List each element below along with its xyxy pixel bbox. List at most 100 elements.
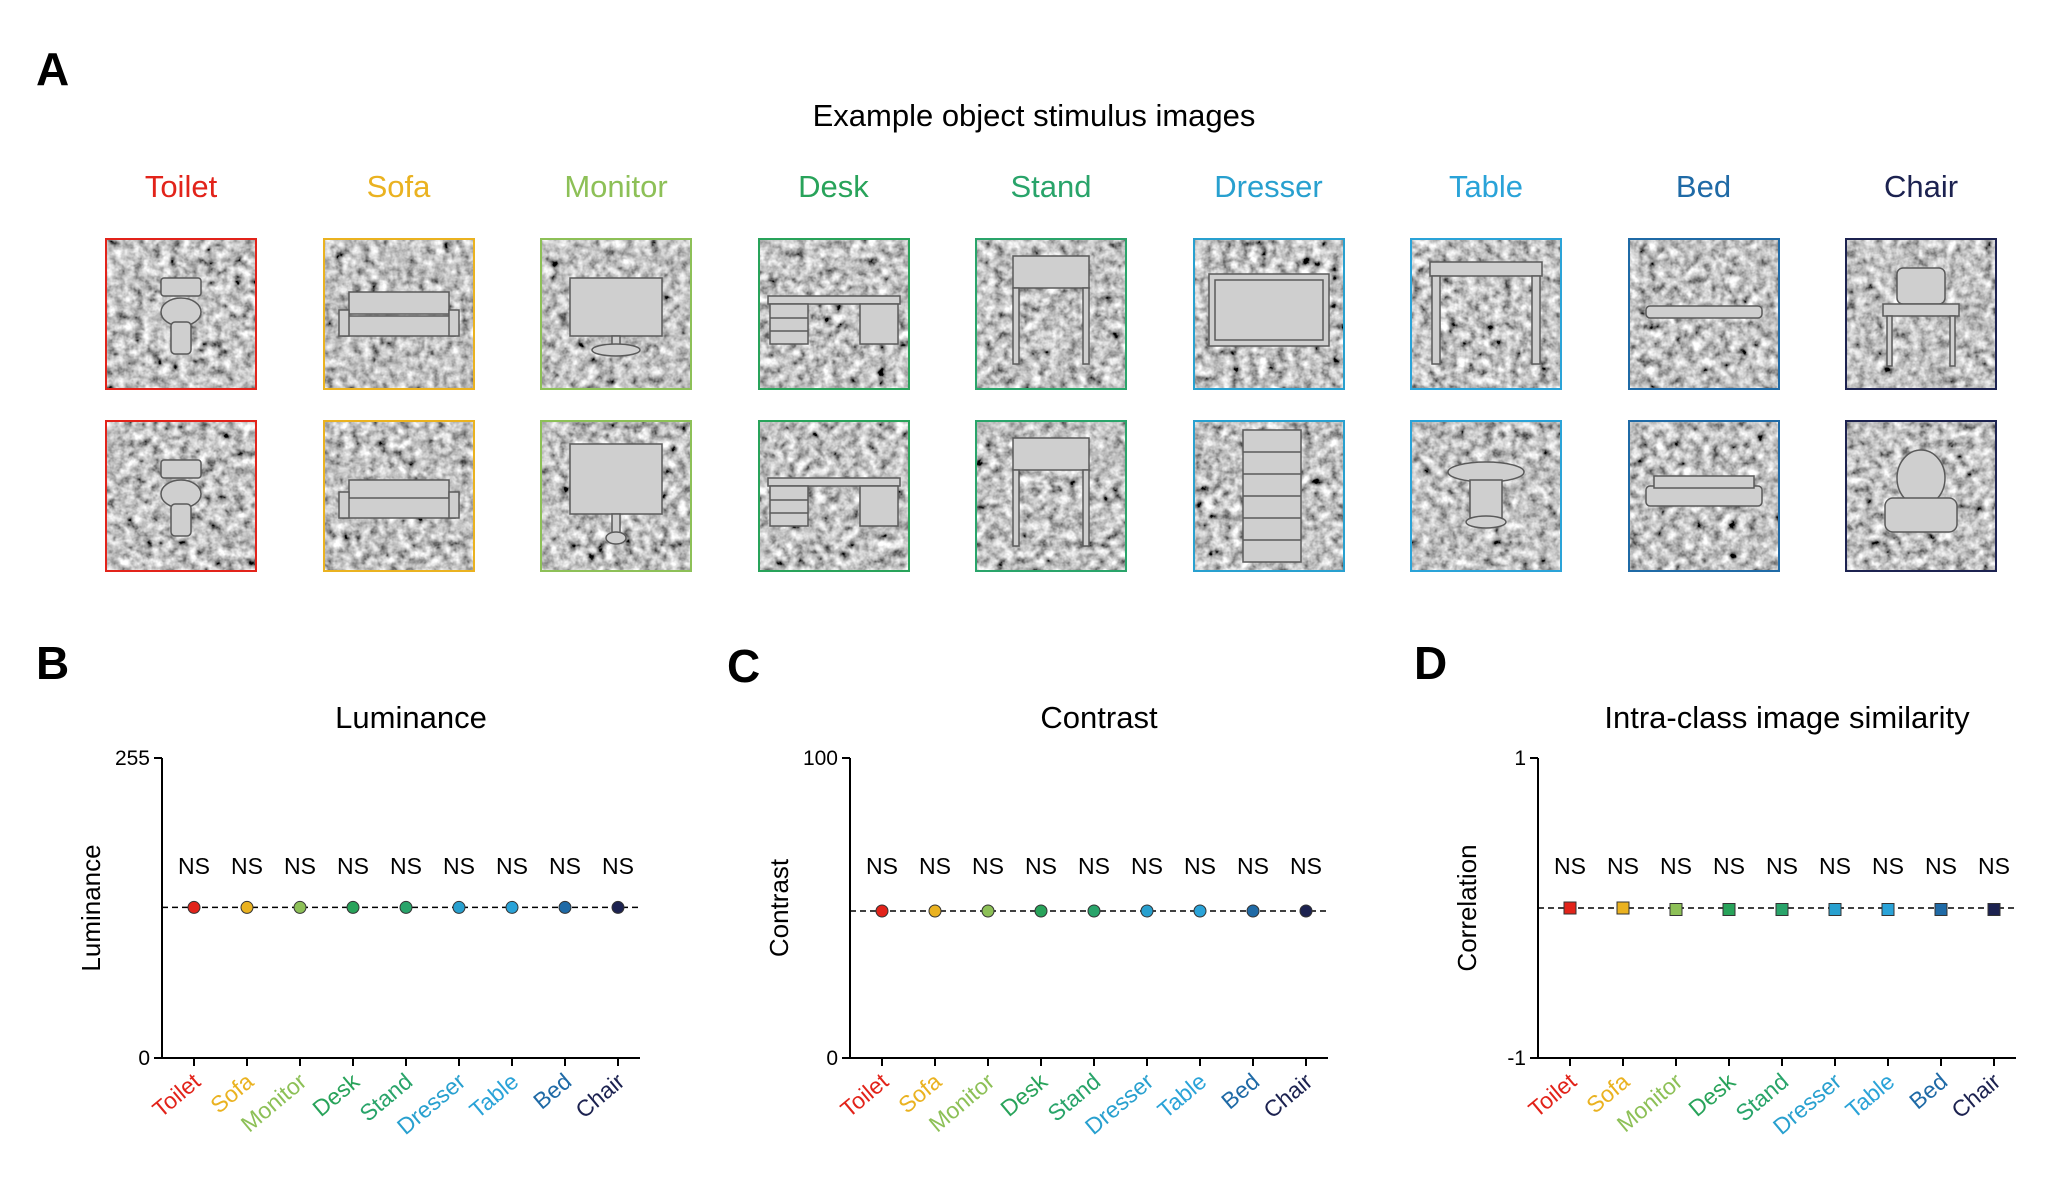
stimulus-column: Bed: [1618, 169, 1828, 590]
significance-label: NS: [919, 853, 951, 879]
stimulus-thumbnail: [1845, 238, 1997, 390]
stimulus-column: Sofa: [313, 169, 523, 590]
data-point: [1034, 904, 1048, 918]
stimulus-column: Table: [1400, 169, 1610, 590]
significance-label: NS: [337, 853, 369, 879]
significance-label: NS: [549, 853, 581, 879]
stimulus-thumbnail: [1410, 238, 1562, 390]
stimulus-thumbnail: [105, 420, 257, 572]
x-category-label: Toilet: [147, 1068, 205, 1123]
significance-label: NS: [1237, 853, 1269, 879]
y-tick-label: 1: [1514, 747, 1526, 770]
x-category-label: Toilet: [1523, 1068, 1581, 1123]
data-point: [452, 900, 466, 914]
stimulus-thumbnail: [757, 238, 910, 390]
data-point: [346, 900, 360, 914]
data-point: [240, 900, 254, 914]
stimulus-thumbnail: [322, 420, 475, 572]
data-point: [1987, 903, 2001, 916]
significance-label: NS: [443, 853, 475, 879]
table-icon: [1412, 240, 1560, 388]
y-tick-label: -1: [1507, 1047, 1526, 1070]
data-point: [187, 900, 201, 914]
bed-icon: [1629, 422, 1778, 570]
significance-label: NS: [1290, 853, 1322, 879]
stimulus-grid: Toilet Sofa Monitor Desk Stand Dresser Table Be…: [95, 169, 2035, 590]
significance-label: NS: [866, 853, 898, 879]
y-tick-label: 0: [138, 1047, 150, 1070]
x-category-label: Table: [464, 1068, 523, 1123]
toilet-icon: [107, 422, 255, 570]
y-tick-label: 100: [803, 747, 838, 770]
contrast-chart: Contrast Contrast 0 100 NS Toilet NS Sofa NS Moni…: [758, 690, 1358, 1190]
nightstand-icon: [977, 240, 1125, 388]
dresser-icon: [1194, 422, 1343, 570]
chart-title: Luminance: [335, 700, 487, 735]
significance-label: NS: [1025, 853, 1057, 879]
stimulus-column: Monitor: [530, 169, 740, 590]
x-category-label: Chair: [1946, 1068, 2005, 1123]
stimulus-thumbnail: [540, 420, 692, 572]
panel-label-a: A: [36, 43, 70, 95]
significance-label: NS: [602, 853, 634, 879]
data-point: [1246, 904, 1260, 918]
category-label: Table: [1448, 169, 1524, 204]
chart-title: Intra-class image similarity: [1604, 700, 1970, 735]
x-category-label: Chair: [1258, 1068, 1317, 1123]
significance-label: NS: [284, 853, 316, 879]
data-point: [1775, 903, 1789, 916]
stimulus-thumbnail: [1410, 420, 1562, 572]
panel-label-c: C: [727, 640, 761, 692]
desk-icon: [759, 422, 908, 570]
stimulus-title: Example object stimulus images: [812, 98, 1256, 133]
y-tick-label: 0: [826, 1047, 838, 1070]
stimulus-column: Dresser: [1183, 169, 1393, 590]
stimulus-column: Desk: [748, 169, 958, 590]
stimulus-thumbnail: [322, 238, 475, 390]
x-category-label: Bed: [528, 1068, 576, 1114]
x-category-label: Chair: [570, 1068, 629, 1123]
data-point: [1616, 901, 1630, 915]
data-point: [981, 904, 995, 918]
x-category-label: Toilet: [835, 1068, 893, 1123]
stimulus-thumbnail: [105, 238, 257, 390]
y-axis-label: Luminance: [76, 844, 106, 971]
dresser-icon: [1194, 240, 1343, 388]
significance-label: NS: [1184, 853, 1216, 879]
x-category-label: Bed: [1904, 1068, 1952, 1114]
data-point: [611, 900, 625, 914]
data-point: [1193, 904, 1207, 918]
significance-label: NS: [1819, 853, 1851, 879]
stimulus-column: Chair: [1835, 169, 2045, 590]
stimulus-thumbnail: [1627, 238, 1780, 390]
data-point: [1087, 904, 1101, 918]
significance-label: NS: [1554, 853, 1586, 879]
significance-label: NS: [390, 853, 422, 879]
significance-label: NS: [1872, 853, 1904, 879]
x-category-label: Table: [1840, 1068, 1899, 1123]
significance-label: NS: [1660, 853, 1692, 879]
significance-label: NS: [178, 853, 210, 879]
data-point: [928, 904, 942, 918]
data-point: [1934, 903, 1948, 916]
category-label: Dresser: [1214, 169, 1323, 204]
significance-label: NS: [496, 853, 528, 879]
panel-label-d: D: [1414, 637, 1448, 689]
significance-label: NS: [1766, 853, 1798, 879]
stimulus-thumbnail: [1192, 420, 1345, 572]
significance-label: NS: [1607, 853, 1639, 879]
category-label: Stand: [1010, 169, 1092, 204]
stimulus-thumbnail: [540, 238, 692, 390]
stimulus-column: Stand: [965, 169, 1175, 590]
chair-icon: [1847, 240, 1995, 388]
nightstand-icon: [977, 422, 1125, 570]
y-axis-label: Contrast: [764, 858, 794, 957]
luminance-chart: Luminance Luminance 0 255 NS Toilet NS Sofa NS Mo…: [70, 690, 670, 1190]
data-point: [558, 900, 572, 914]
desk-icon: [759, 240, 908, 388]
data-point: [505, 900, 519, 914]
stimulus-thumbnail: [975, 420, 1127, 572]
sofa-icon: [324, 240, 473, 388]
x-category-label: Desk: [1683, 1068, 1740, 1122]
data-point: [1722, 903, 1736, 916]
